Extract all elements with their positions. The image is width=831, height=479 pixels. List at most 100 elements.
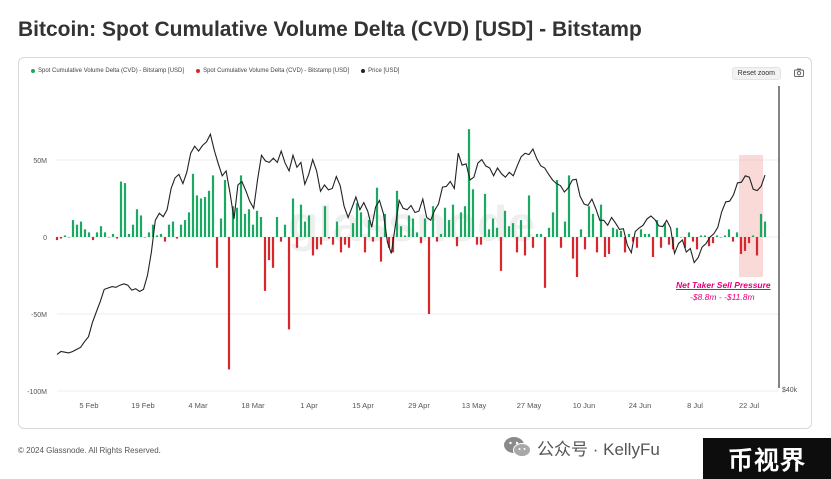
cvd-bar xyxy=(579,229,583,237)
cvd-bar xyxy=(195,195,199,237)
cvd-bar xyxy=(355,203,359,237)
cvd-bar xyxy=(99,226,103,237)
cvd-bar xyxy=(455,237,459,247)
brand-logo: 币视界 xyxy=(703,438,831,479)
cvd-bar xyxy=(55,237,59,241)
cvd-bar xyxy=(447,220,451,237)
cvd-bar xyxy=(707,237,711,247)
axes: 50M 0 -50M -100M 5 Feb 19 Feb 4 Mar 18 Mar 1 Apr… xyxy=(27,86,798,410)
cvd-bar xyxy=(379,237,383,262)
legend-item-price[interactable]: Price [USD] xyxy=(361,68,399,74)
cvd-bar xyxy=(247,209,251,237)
cvd-bar xyxy=(503,210,507,237)
cvd-bar xyxy=(491,218,495,237)
cvd-bar xyxy=(179,224,183,237)
cvd-bar xyxy=(459,212,463,237)
price-line-group xyxy=(56,132,766,355)
cvd-bar xyxy=(655,220,659,237)
cvd-bar xyxy=(275,216,279,237)
cvd-bar xyxy=(659,237,663,248)
cvd-bar xyxy=(239,175,243,237)
cvd-bar xyxy=(91,237,95,241)
cvd-bar xyxy=(615,229,619,237)
cvd-bar xyxy=(631,237,635,242)
cvd-bars xyxy=(55,129,767,370)
legend-dot-black xyxy=(361,69,366,73)
cvd-bar xyxy=(607,237,611,254)
cvd-bar xyxy=(715,235,719,237)
cvd-bar xyxy=(199,198,203,237)
cvd-bar xyxy=(163,237,167,242)
x-tick-label: 1 Apr xyxy=(300,401,318,410)
cvd-bar xyxy=(679,237,683,238)
cvd-bar xyxy=(159,233,163,237)
cvd-bar xyxy=(423,218,427,237)
cvd-bar xyxy=(255,210,259,237)
cvd-bar xyxy=(371,237,375,242)
cvd-bar xyxy=(79,221,83,237)
cvd-bar xyxy=(251,224,255,237)
cvd-bar xyxy=(563,221,567,237)
x-tick-label: 15 Apr xyxy=(352,401,374,410)
cvd-bar xyxy=(123,183,127,237)
x-tick-label: 5 Feb xyxy=(79,401,98,410)
reset-zoom-button[interactable]: Reset zoom xyxy=(731,67,781,80)
x-tick-label: 13 May xyxy=(462,401,487,410)
cvd-bar xyxy=(695,237,699,250)
legend-label: Price [USD] xyxy=(368,68,400,74)
cvd-bar xyxy=(691,237,695,242)
x-tick-label: 22 Jul xyxy=(739,401,759,410)
cvd-bar xyxy=(151,224,155,237)
cvd-bar xyxy=(667,237,671,245)
cvd-bar xyxy=(507,226,511,237)
cvd-bar xyxy=(571,237,575,259)
cvd-bar xyxy=(471,189,475,237)
cvd-bar xyxy=(735,232,739,237)
cvd-bar xyxy=(187,212,191,237)
cvd-bar xyxy=(375,187,379,237)
cvd-bar xyxy=(515,237,519,253)
cvd-bar xyxy=(279,237,283,242)
cvd-bar xyxy=(415,232,419,237)
cvd-bar xyxy=(651,237,655,258)
cvd-bar xyxy=(683,237,687,248)
cvd-bar xyxy=(227,237,231,370)
x-tick-label: 19 Feb xyxy=(131,401,154,410)
cvd-bar xyxy=(303,221,307,237)
cvd-bar xyxy=(263,237,267,291)
cvd-bar xyxy=(95,232,99,237)
cvd-bar xyxy=(223,180,227,237)
cvd-bar xyxy=(551,212,555,237)
cvd-bar xyxy=(703,235,707,237)
cvd-bar xyxy=(339,237,343,253)
cvd-bar xyxy=(183,220,187,237)
legend-item-cvd-negative[interactable]: Spot Cumulative Volume Delta (CVD) - Bit… xyxy=(196,68,349,74)
cvd-bar xyxy=(543,237,547,288)
cvd-bar xyxy=(555,180,559,237)
cvd-bar xyxy=(523,237,527,256)
camera-icon[interactable] xyxy=(794,68,804,77)
cvd-bar xyxy=(207,190,211,237)
cvd-bar xyxy=(755,237,759,256)
legend-item-cvd-positive[interactable]: Spot Cumulative Volume Delta (CVD) - Bit… xyxy=(31,68,184,74)
cvd-bar xyxy=(243,213,247,237)
cvd-bar xyxy=(291,198,295,237)
x-tick-label: 4 Mar xyxy=(188,401,208,410)
cvd-bar xyxy=(67,237,71,238)
page-title: Bitcoin: Spot Cumulative Volume Delta (C… xyxy=(18,18,642,41)
cvd-bar xyxy=(627,233,631,237)
x-tick-label: 8 Jul xyxy=(687,401,703,410)
cvd-bar xyxy=(359,212,363,237)
cvd-bar xyxy=(367,220,371,237)
cvd-bar xyxy=(619,230,623,237)
wechat-watermark: 公众号 · KellyFu xyxy=(503,432,660,462)
cvd-bar xyxy=(699,235,703,237)
cvd-bar xyxy=(127,233,131,237)
cvd-bar xyxy=(171,221,175,237)
cvd-bar xyxy=(723,235,727,237)
cvd-bar xyxy=(347,237,351,248)
cvd-bar xyxy=(363,237,367,253)
cvd-bar xyxy=(323,206,327,237)
cvd-bar xyxy=(475,237,479,245)
